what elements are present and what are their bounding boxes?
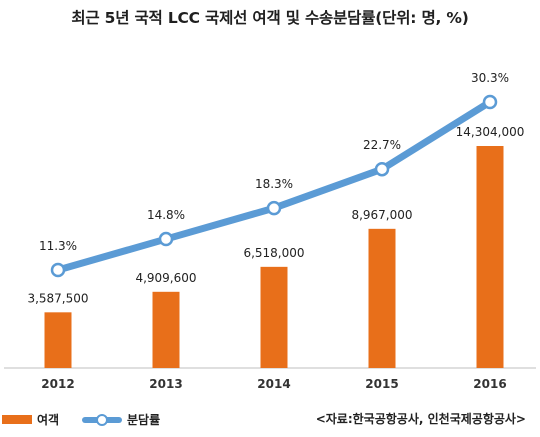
bar-2016 [476,146,504,368]
x-tick-label-2012: 2012 [41,377,74,391]
share-value-label-2016: 30.3% [471,71,509,85]
bar-value-label-2014: 6,518,000 [243,246,304,260]
x-tick-label-2013: 2013 [149,377,182,391]
bar-2012 [44,312,72,368]
legend-label-passengers: 여객 [37,413,60,427]
bar-2014 [260,266,288,368]
bar-value-label-2012: 3,587,500 [27,291,88,305]
share-value-label-2015: 22.7% [363,138,401,152]
x-tick-label-2015: 2015 [365,377,398,391]
legend-item-share: 분담률 [82,411,160,428]
share-value-label-2014: 18.3% [255,177,293,191]
x-tick-label-2016: 2016 [473,377,506,391]
share-value-label-2013: 14.8% [147,208,185,222]
bar-value-label-2016: 14,304,000 [456,125,525,139]
share-point-2012 [50,262,66,278]
bar-value-label-2013: 4,909,600 [135,271,196,285]
legend-swatch-bar-icon [2,415,32,424]
share-point-2016 [482,94,498,110]
chart-legend: 여객 분담률 <자료:한국공항공사, 인천국제공항공사> [0,405,540,435]
source-note: <자료:한국공항공사, 인천국제공항공사> [315,412,526,426]
x-tick-label-2014: 2014 [257,377,290,391]
share-value-label-2012: 11.3% [39,239,77,253]
bar-2013 [152,291,180,368]
legend-item-passengers: 여객 [2,411,59,428]
share-point-2013 [158,231,174,247]
bar-value-label-2015: 8,967,000 [351,208,412,222]
chart-title: 최근 5년 국적 LCC 국제선 여객 및 수송분담률(단위: 명, %) [71,9,469,27]
legend-label-share: 분담률 [127,413,161,427]
share-point-2015 [374,161,390,177]
share-point-2014 [266,200,282,216]
legend-swatch-line-icon [82,413,122,426]
bar-2015 [368,228,396,368]
